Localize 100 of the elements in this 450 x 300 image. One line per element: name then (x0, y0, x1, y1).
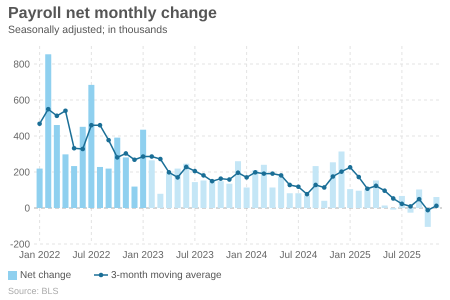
point (210, 178, 214, 184)
bar (157, 194, 164, 208)
bar (295, 193, 302, 208)
x-tick-label: Jul 2025 (382, 250, 422, 261)
point (348, 165, 352, 170)
point (278, 173, 284, 178)
point (114, 155, 120, 160)
point (124, 151, 128, 156)
point (322, 185, 327, 190)
legend-label: 3-month moving average (111, 270, 222, 281)
bar (347, 189, 354, 208)
bar (36, 168, 43, 208)
point (192, 168, 198, 174)
point (296, 184, 301, 190)
bar (312, 166, 319, 208)
bar (54, 125, 60, 208)
point (434, 204, 439, 208)
point (149, 154, 154, 159)
point (132, 157, 137, 162)
point (330, 174, 336, 179)
point (408, 204, 413, 209)
point (218, 176, 224, 181)
bar (200, 180, 207, 208)
bar (356, 190, 362, 208)
bar (80, 126, 86, 208)
point (339, 169, 344, 174)
y-tick-label: 200 (13, 168, 30, 178)
point (313, 182, 318, 188)
point (236, 170, 240, 176)
point (252, 170, 258, 175)
bar (260, 164, 267, 208)
bar (244, 187, 250, 208)
source-note: Source: BLS (8, 286, 59, 296)
bar (338, 151, 345, 208)
y-tick-label: 600 (13, 96, 30, 106)
point (270, 171, 275, 176)
point (46, 106, 51, 112)
legend-label: Net change (20, 270, 72, 281)
point (356, 174, 362, 180)
point (201, 173, 206, 178)
point (80, 146, 86, 152)
bar (234, 161, 242, 208)
x-tick-label: Jan 2022 (19, 250, 61, 261)
x-tick-label: Jan 2023 (122, 250, 164, 261)
point (304, 192, 310, 196)
bar (114, 138, 120, 208)
bar (218, 181, 224, 208)
y-tick-label: 400 (13, 132, 30, 142)
bar (209, 181, 216, 208)
bar (192, 182, 198, 208)
point (390, 196, 396, 201)
bar (122, 157, 129, 208)
point (106, 138, 111, 142)
bar (71, 166, 78, 208)
bar (321, 200, 328, 208)
point (54, 114, 60, 118)
x-tick-label: Jul 2024 (279, 250, 318, 261)
bar (88, 84, 94, 208)
bar (252, 170, 258, 208)
point (382, 188, 387, 194)
point (98, 122, 102, 128)
point (37, 121, 42, 126)
bar (174, 168, 181, 208)
point (244, 175, 249, 180)
bar (407, 208, 414, 213)
bar (131, 186, 138, 208)
bar (148, 160, 155, 208)
point (158, 156, 163, 162)
point (63, 108, 68, 114)
bar (45, 54, 52, 208)
point (227, 177, 232, 182)
bar (140, 130, 146, 208)
chart-title: Payroll net monthly change (8, 5, 218, 22)
x-tick-label: Jan 2024 (226, 250, 268, 261)
bar (96, 166, 104, 208)
y-tick-label: 800 (13, 60, 30, 70)
y-tick-label: -200 (10, 240, 30, 250)
bar (269, 187, 276, 208)
point (287, 182, 292, 188)
bar (286, 193, 293, 208)
point (89, 122, 94, 128)
bar (183, 164, 190, 208)
bar (166, 173, 172, 208)
bar (62, 154, 69, 208)
bar (330, 162, 336, 208)
x-tick-label: Jul 2023 (176, 250, 214, 261)
bar (364, 189, 370, 208)
bar (278, 176, 284, 208)
point (72, 146, 76, 151)
point (374, 184, 378, 188)
chart-subtitle: Seasonally adjusted; in thousands (8, 24, 168, 36)
point (425, 208, 430, 212)
point (365, 186, 370, 192)
bar (106, 168, 112, 208)
point (262, 171, 266, 176)
point (175, 175, 180, 180)
bar (304, 195, 310, 208)
x-tick-label: Jan 2025 (330, 250, 372, 261)
bar (382, 205, 388, 208)
point (184, 164, 189, 170)
